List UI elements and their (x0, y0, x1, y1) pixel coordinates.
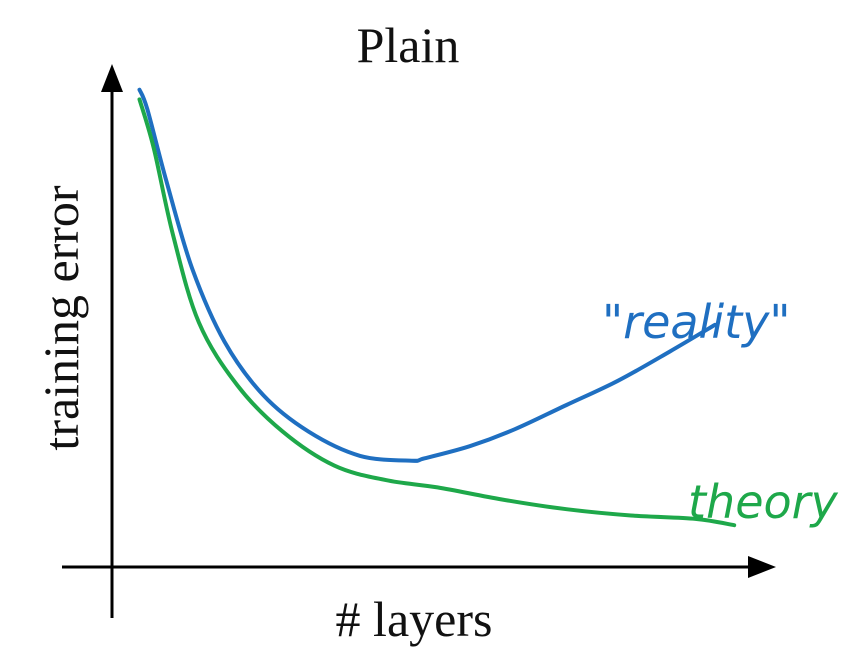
chart-title: Plain (357, 17, 460, 73)
series-line-reality (137, 87, 717, 463)
y-axis-label: training error (33, 185, 89, 451)
x-axis-label: # layers (336, 591, 493, 647)
series-label-reality: "reality" (602, 295, 791, 349)
y-axis-arrowhead (101, 64, 123, 92)
series-label-theory: theory (688, 475, 839, 529)
series-line-theory (137, 97, 737, 528)
series-layer (137, 87, 737, 528)
x-axis-arrowhead (748, 556, 776, 578)
